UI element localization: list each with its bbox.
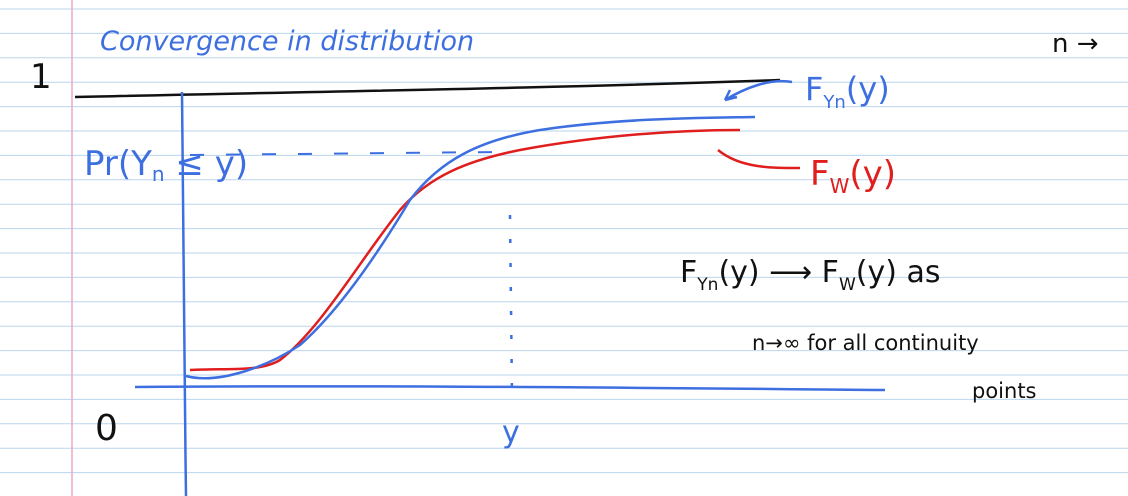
statement-line3: points	[972, 379, 1037, 403]
zero-label: 0	[95, 408, 118, 449]
statement-sub1: Yn	[696, 275, 718, 295]
prob-label: Pr(Yn ≤ y)	[84, 144, 248, 186]
x-axis	[135, 386, 885, 390]
fyn-main: F	[805, 70, 823, 108]
dotted-marker	[510, 215, 512, 395]
prob-suffix: ≤ y)	[165, 144, 249, 184]
fw-pointer	[718, 150, 800, 168]
ruled-lines	[0, 9, 1128, 473]
statement-line2: n→∞ for all continuity	[752, 331, 979, 355]
fyn-pointer	[725, 81, 792, 100]
statement-mid: (y) ⟶ F	[718, 255, 839, 290]
y-marker-label: y	[502, 415, 520, 450]
title: Convergence in distribution	[100, 26, 474, 57]
fw-main: F	[810, 154, 830, 194]
statement-sub2: W	[839, 275, 856, 295]
note-page: Convergence in distribution n → 1 Pr(Yn …	[0, 0, 1128, 496]
fyn-curve	[186, 117, 755, 378]
corner-note: n →	[1052, 29, 1099, 59]
statement-f: F	[680, 255, 697, 290]
statement-end: (y) as	[856, 255, 941, 290]
prob-sub: n	[152, 162, 165, 186]
fw-sub: W	[830, 174, 850, 198]
fw-label: FW(y)	[810, 154, 896, 198]
fw-curve	[190, 130, 740, 370]
fw-arg: (y)	[849, 154, 896, 194]
statement-line1: FYn(y) ⟶ FW(y) as	[680, 255, 940, 295]
prob-prefix: Pr(Y	[84, 144, 152, 184]
fyn-label: FYn(y)	[805, 70, 890, 113]
one-label: 1	[30, 57, 52, 97]
fyn-sub: Yn	[822, 92, 845, 113]
fyn-arg: (y)	[846, 70, 890, 108]
